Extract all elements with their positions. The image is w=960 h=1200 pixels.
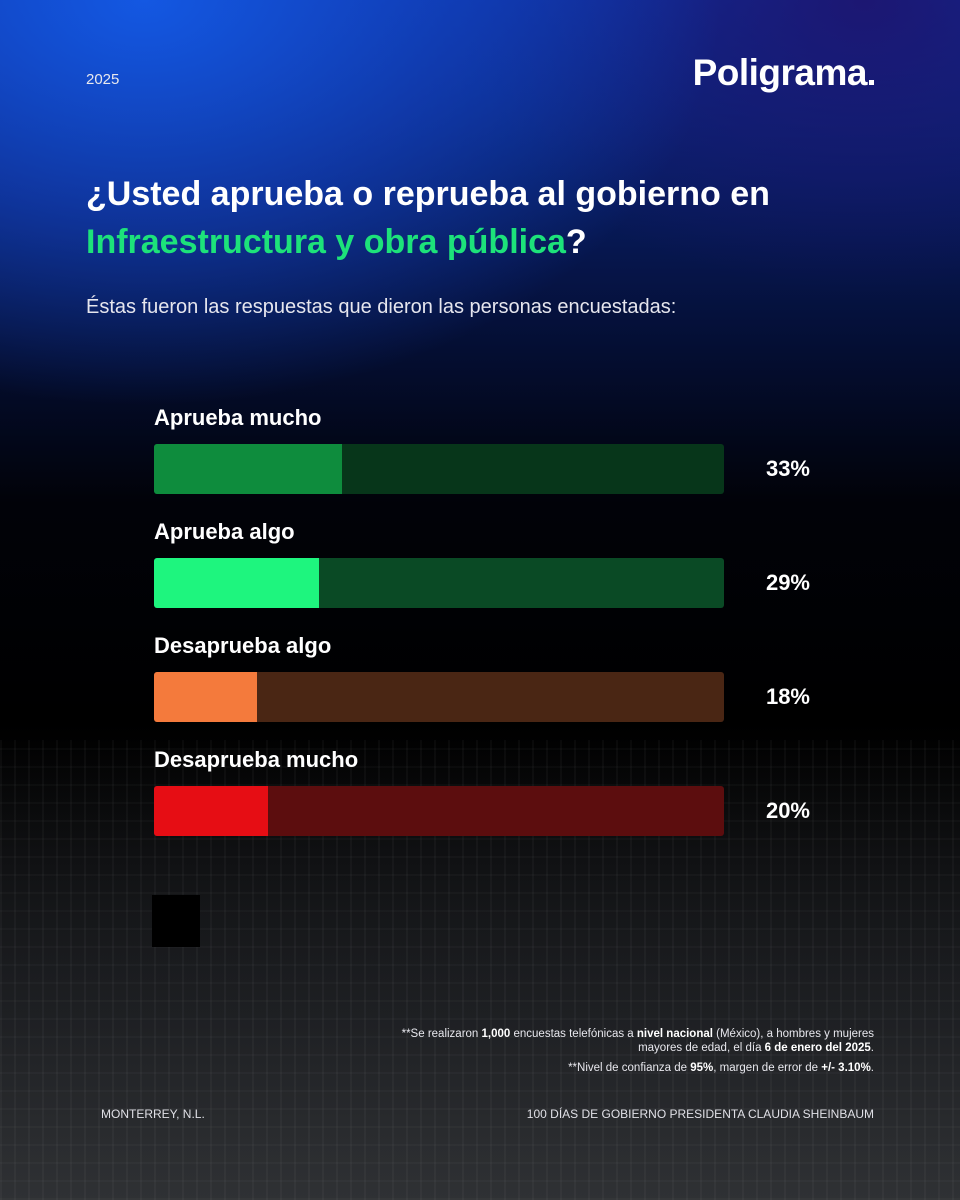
footer-campaign: 100 DÍAS DE GOBIERNO PRESIDENTA CLAUDIA … [526,1107,874,1121]
bar-value-label: 33% [765,456,810,481]
page-title: ¿Usted aprueba o reprueba al gobierno en… [86,170,886,266]
bar-value-label: 29% [765,570,810,595]
note-scope: nivel nacional [636,1028,713,1040]
title-highlight: Infraestructura y obra pública [86,223,566,261]
note-text: (México), a hombres y mujeres mayores de… [638,1028,874,1054]
note-text: encuestas telefónicas a [510,1028,637,1040]
bar-label: Desaprueba algo [154,633,332,658]
confidence-note: **Nivel de confianza de 95%, margen de e… [374,1061,874,1075]
bar-track [154,786,724,836]
logo-text: Poligrama [692,52,868,93]
logo-dot [869,80,874,85]
bar-label: Aprueba mucho [154,405,322,430]
bar [154,786,268,836]
brand-logo: Poligrama [693,52,874,94]
bar [154,672,257,722]
note-date: 6 de enero del 2025 [764,1042,871,1054]
bar-value-label: 20% [765,798,810,823]
title-end: ? [565,223,587,261]
note-text: **Se realizaron [401,1028,482,1040]
page-subtitle: Éstas fueron las respuestas que dieron l… [86,296,677,318]
bar-label: Aprueba algo [154,519,295,544]
note-error: +/- 3.10% [821,1062,871,1074]
note-text: , margen de error de [713,1062,822,1074]
note-text: . [870,1042,874,1054]
bar [154,558,319,608]
note-confidence: 95% [690,1062,714,1074]
note-text: **Nivel de confianza de [568,1062,691,1074]
bar-track [154,444,724,494]
title-text: ¿Usted aprueba o reprueba al gobierno en [86,175,770,213]
survey-note: **Se realizaron 1,000 encuestas telefóni… [374,1027,874,1055]
note-text: . [870,1062,874,1074]
bar-track [154,672,724,722]
bar-value-label: 18% [765,684,810,709]
bar-label: Desaprueba mucho [154,747,359,772]
bar [154,444,342,494]
bar-track [154,558,724,608]
note-count: 1,000 [481,1028,511,1040]
footer-location: MONTERREY, N.L. [101,1107,205,1121]
decorative-block [152,895,200,947]
year-label: 2025 [86,71,120,88]
